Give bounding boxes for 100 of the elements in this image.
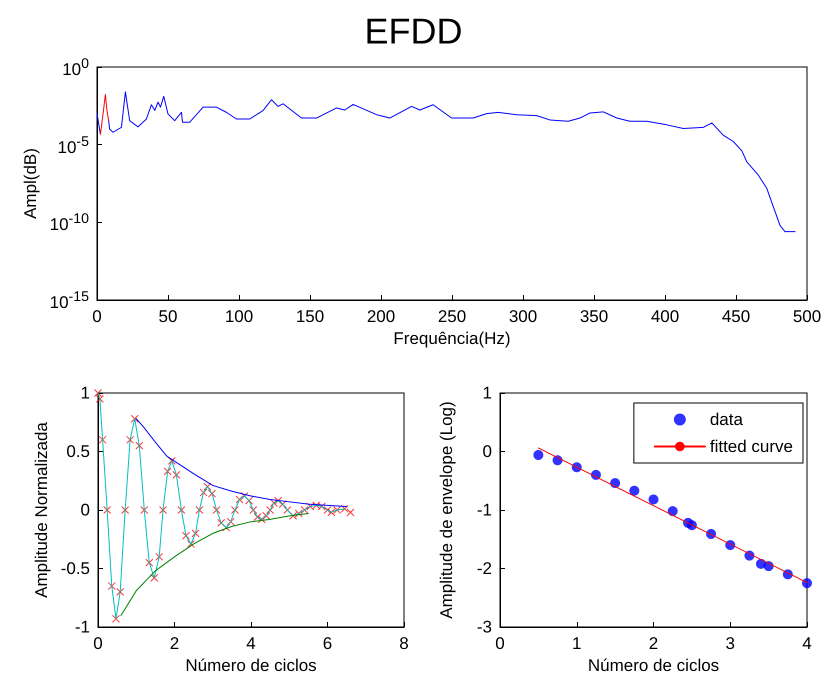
point [203, 482, 212, 491]
point [306, 502, 314, 510]
point [200, 488, 208, 496]
x-tick-label: 4 [802, 634, 812, 653]
point [333, 506, 342, 514]
point [648, 494, 658, 504]
line-series [100, 94, 110, 135]
point [289, 512, 298, 520]
point [108, 582, 116, 590]
y-tick-label: -2 [476, 559, 492, 578]
point [98, 436, 107, 444]
y-tick-label: 1 [482, 384, 492, 402]
y-tick-label: 10$^{0}$ [62, 55, 89, 80]
point [254, 513, 262, 522]
y-tick-label: 10$^{-5}$ [57, 132, 89, 158]
point [116, 588, 124, 596]
y-tick-label: -1 [476, 500, 492, 520]
x-tick-label: 0 [93, 634, 103, 653]
legend-label: data [710, 410, 744, 429]
point [192, 529, 200, 538]
point [172, 470, 180, 479]
point [327, 508, 336, 516]
x-tick-label: 200 [366, 307, 396, 326]
point [112, 614, 120, 623]
point [103, 506, 112, 514]
point [155, 552, 164, 561]
point [249, 506, 258, 514]
point [135, 442, 144, 450]
point [278, 500, 287, 508]
line-series [120, 513, 309, 616]
x-tick-label: 1 [572, 634, 582, 653]
y-tick-label: 0.5 [66, 442, 90, 461]
x-tick-label: 300 [508, 307, 538, 326]
point [230, 506, 239, 514]
y-axis-title: Amplitude de envelope (Log) [437, 401, 456, 619]
x-tick-label: 500 [792, 307, 822, 326]
point [145, 558, 154, 567]
point [312, 501, 320, 510]
point [346, 508, 354, 516]
x-tick-label: 8 [399, 634, 409, 653]
point [177, 506, 186, 514]
point [130, 414, 139, 423]
point [266, 506, 274, 514]
line-series [98, 392, 346, 620]
y-tick-label: 10$^{-10}$ [50, 210, 89, 236]
point [258, 515, 266, 524]
point [126, 436, 134, 444]
point [212, 506, 221, 514]
x-tick-label: 450 [722, 307, 750, 326]
line-series [136, 418, 348, 507]
point [226, 518, 235, 526]
y-axis-title: Amplitude Normalizada [32, 422, 51, 598]
x-tick-label: 250 [438, 307, 466, 326]
x-tick-label: 50 [158, 307, 178, 326]
point [182, 532, 190, 540]
point [324, 506, 332, 514]
point [274, 496, 282, 505]
point [186, 540, 195, 548]
point [283, 506, 292, 514]
point [150, 574, 158, 582]
point [294, 510, 303, 518]
x-tick-label: 6 [322, 634, 332, 653]
x-tick-label: 400 [650, 307, 680, 326]
y-axis-title: Ampl(dB) [21, 148, 40, 219]
x-axis-title: Número de ciclos [185, 656, 317, 675]
point [208, 490, 216, 498]
x-axis-title: Número de ciclos [588, 656, 720, 675]
x-tick-label: 350 [580, 307, 608, 326]
point [802, 578, 812, 588]
x-tick-label: 150 [296, 307, 324, 326]
point [140, 506, 148, 514]
y-tick-label: 0 [482, 442, 492, 461]
point [318, 502, 326, 510]
point [340, 504, 349, 513]
point [168, 456, 176, 465]
point [195, 506, 204, 514]
point [164, 467, 172, 476]
x-tick-label: 0 [92, 307, 102, 326]
y-tick-label: 0 [80, 500, 90, 520]
x-tick-label: 100 [224, 307, 254, 326]
y-tick-label: 10$^{-15}$ [50, 288, 89, 313]
legend-label: fitted curve [710, 437, 794, 456]
y-tick-label: -0.5 [60, 559, 90, 578]
chart-title: EFDD [364, 10, 462, 52]
x-tick-label: 0 [495, 634, 505, 653]
point [533, 450, 544, 460]
point [159, 506, 168, 514]
point [270, 498, 278, 507]
point [236, 495, 244, 504]
x-tick-label: 4 [246, 634, 256, 653]
x-tick-label: 3 [726, 634, 735, 653]
x-tick-label: 2 [648, 634, 658, 653]
point [300, 506, 309, 514]
point [121, 506, 130, 514]
y-tick-label: -1 [74, 618, 90, 636]
x-tick-label: 2 [170, 634, 180, 653]
y-tick-label: 1 [80, 384, 90, 402]
x-axis-title: Frequência(Hz) [393, 329, 511, 348]
point [262, 512, 270, 520]
y-tick-label: -3 [476, 618, 492, 636]
